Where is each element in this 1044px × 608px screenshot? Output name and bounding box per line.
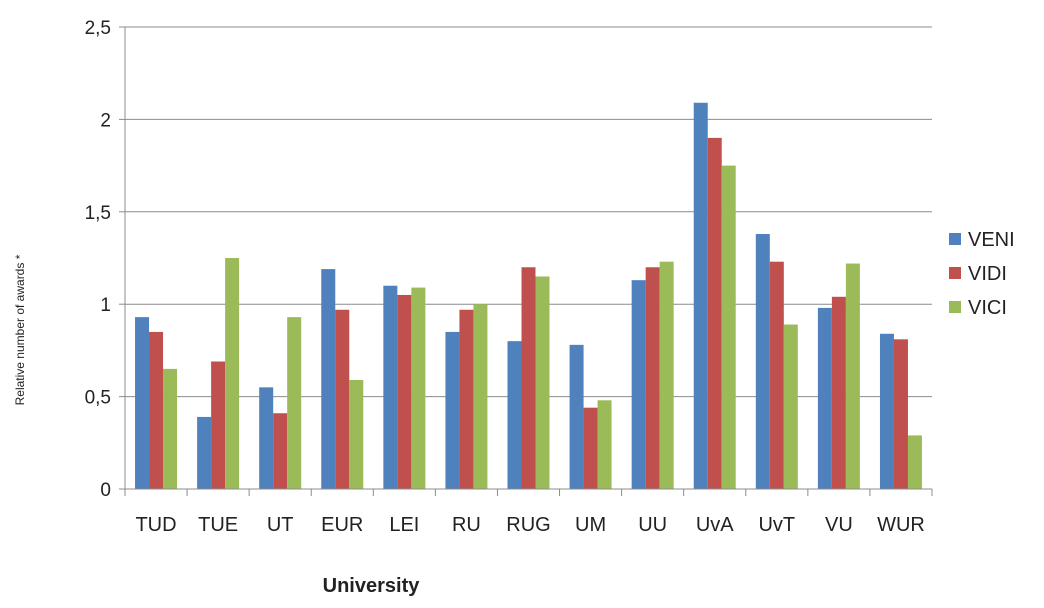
bar-vidi-rug [521,267,536,489]
x-tick-label: UvA [696,514,734,536]
bar-vidi-ru [459,309,474,489]
bar-vidi-uvt [769,261,784,489]
bar-vici-vu [845,263,860,489]
legend-label-veni: VENI [968,229,1015,251]
bar-veni-um [569,344,584,489]
bar-vidi-tud [149,331,164,489]
bar-vici-um [597,400,612,489]
bar-vici-ut [287,317,302,489]
x-tick-label: TUD [135,514,176,536]
bar-veni-ut [259,387,274,489]
bar-veni-ru [445,331,460,489]
x-tick-label: RU [452,514,481,536]
x-tick-label: WUR [877,514,925,536]
x-tick-label: UT [267,514,294,536]
legend: VENI VIDI VICI [949,229,1015,319]
bar-veni-rug [507,341,522,489]
bar-vici-tud [163,368,178,489]
axes [119,26,933,496]
x-tick-label: UvT [758,514,795,536]
bar-vidi-uva [707,137,722,489]
y-tick-label: 0 [100,480,111,501]
legend-label-vici: VICI [968,297,1007,319]
x-tick-label: UU [638,514,667,536]
y-tick-label: 2,5 [85,18,111,39]
y-tick-label: 1,5 [85,203,111,224]
y-tick-label: 1 [100,295,111,316]
bar-veni-vu [817,307,832,489]
bar-vici-uva [721,165,736,489]
bar-vici-wur [907,435,922,489]
bar-vidi-eur [335,309,350,489]
x-axis-label: University [323,575,421,597]
bar-vidi-uu [645,267,660,489]
x-tick-label: EUR [321,514,363,536]
bar-vici-eur [349,379,364,489]
bar-veni-tud [135,317,150,489]
bar-vidi-lei [397,294,412,489]
x-tick-label: UM [575,514,606,536]
bar-vidi-vu [831,296,846,489]
tick-labels: 0 0,5 1 1,5 2 2,5 TUD TUE UT EUR LEI RU RUG UM UU UvA Uv… [85,18,925,536]
x-tick-label: TUE [198,514,238,536]
bar-veni-lei [383,285,398,489]
bar-vidi-ut [273,413,288,489]
bar-vici-tue [225,258,240,489]
x-tick-label: RUG [506,514,550,536]
legend-swatch-vici [949,301,961,313]
bar-veni-tue [197,416,212,489]
bars [135,102,922,489]
bar-vici-rug [535,276,550,489]
bar-vidi-wur [893,339,908,489]
x-tick-label: VU [825,514,853,536]
bar-vidi-tue [211,361,226,489]
legend-swatch-vidi [949,267,961,279]
bar-vici-uu [659,261,674,489]
y-axis-label: Relative number of awards * [13,254,27,405]
legend-swatch-veni [949,233,961,245]
bar-vici-ru [473,304,488,489]
bar-veni-uu [631,280,646,489]
legend-label-vidi: VIDI [968,263,1007,285]
x-tick-label: LEI [389,514,419,536]
y-tick-label: 0,5 [85,388,111,409]
bar-vidi-um [583,407,598,489]
bar-veni-eur [321,269,336,489]
y-tick-label: 2 [100,110,111,131]
bar-vici-lei [411,287,426,489]
bar-vici-uvt [783,324,798,489]
bar-veni-uvt [755,233,770,489]
bar-veni-uva [693,102,708,489]
bar-veni-wur [879,333,894,489]
